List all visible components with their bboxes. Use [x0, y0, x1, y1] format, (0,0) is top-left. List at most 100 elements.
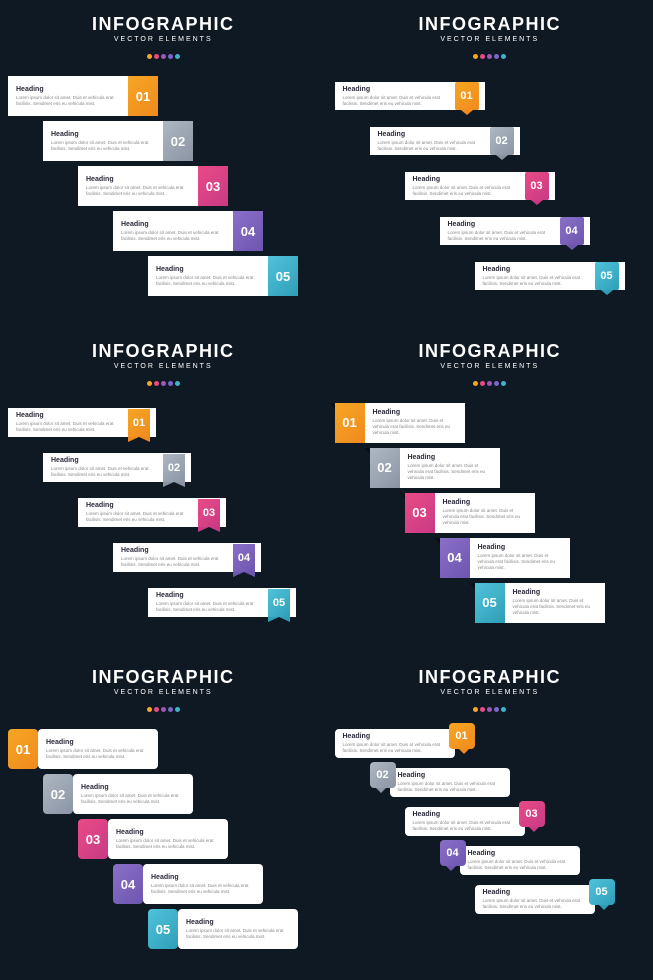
- card-heading: Heading: [513, 589, 597, 596]
- card-heading: Heading: [398, 772, 502, 779]
- dot: [487, 381, 492, 386]
- card-body: Lorem ipsum dolor sit amet. Duis et vehi…: [443, 508, 527, 526]
- card-heading: Heading: [156, 266, 260, 273]
- step: HeadingLorem ipsum dolor sit amet. Duis …: [78, 493, 319, 533]
- step-card: Heading Lorem ipsum dolor sit amet. Duis …: [505, 583, 605, 623]
- step-card: HeadingLorem ipsum dolor sit amet. Duis …: [43, 453, 163, 482]
- card-body: Lorem ipsum dolor sit amet. Duis et vehi…: [468, 859, 572, 871]
- card-body: Lorem ipsum dolor sit amet. Duis et vehi…: [116, 838, 220, 850]
- step-number: 03: [519, 801, 545, 827]
- card-body: Lorem ipsum dolor sit amet. Duis et vehi…: [156, 275, 260, 287]
- step-number: 01: [128, 76, 158, 116]
- title: INFOGRAPHIC: [335, 667, 646, 688]
- dot: [147, 381, 152, 386]
- step-card: HeadingLorem ipsum dolor sit amet. Duis …: [405, 807, 525, 836]
- card-heading: Heading: [186, 919, 290, 926]
- step: Heading Lorem ipsum dolor sit amet. Duis …: [8, 403, 319, 443]
- dot: [161, 54, 166, 59]
- card-body: Lorem ipsum dolor sit amet. Duis et vehi…: [121, 230, 225, 242]
- step-card: HeadingLorem ipsum dolor sit amet. Duis …: [470, 538, 570, 578]
- card-heading: Heading: [468, 850, 572, 857]
- step-card: HeadingLorem ipsum dolor sit amet. Duis …: [78, 498, 198, 527]
- step-number: 04: [233, 211, 263, 251]
- step: Heading Lorem ipsum dolor sit amet. Duis …: [370, 121, 646, 161]
- step-number: 04: [440, 538, 470, 578]
- card-heading: Heading: [86, 176, 190, 183]
- card-heading: Heading: [413, 811, 517, 818]
- dot: [161, 707, 166, 712]
- card-heading: Heading: [46, 739, 150, 746]
- step: 04HeadingLorem ipsum dolor sit amet. Dui…: [440, 846, 646, 880]
- card-heading: Heading: [343, 733, 447, 740]
- card-body: Lorem ipsum dolor sit amet. Duis et vehi…: [378, 140, 482, 152]
- step-number: 01: [449, 723, 475, 749]
- step-card: Heading Lorem ipsum dolor sit amet. Duis …: [78, 166, 198, 206]
- step-card: HeadingLorem ipsum dolor sit amet. Duis …: [365, 403, 465, 443]
- step-number: 05: [148, 909, 178, 949]
- step: 03HeadingLorem ipsum dolor sit amet. Dui…: [78, 819, 319, 859]
- dot: [480, 381, 485, 386]
- dot: [501, 381, 506, 386]
- step-number: 04: [440, 840, 466, 866]
- dots: [335, 46, 646, 64]
- step-number: 05: [475, 583, 505, 623]
- dot: [501, 54, 506, 59]
- card-body: Lorem ipsum dolor sit amet. Duis et vehi…: [398, 781, 502, 793]
- card-body: Lorem ipsum dolor sit amet. Duis et vehi…: [413, 185, 517, 197]
- step: Heading Lorem ipsum dolor sit amet. Duis …: [475, 256, 646, 296]
- card-body: Lorem ipsum dolor sit amet. Duis et vehi…: [513, 598, 597, 616]
- step: 04HeadingLorem ipsum dolor sit amet. Dui…: [440, 538, 646, 578]
- step: HeadingLorem ipsum dolor sit amet. Duis …: [43, 121, 319, 161]
- step-number: 03: [198, 166, 228, 206]
- step: HeadingLorem ipsum dolor sit amet. Duis …: [440, 211, 646, 251]
- step: 02HeadingLorem ipsum dolor sit amet. Dui…: [370, 448, 646, 488]
- card-heading: Heading: [413, 176, 517, 183]
- card-body: Lorem ipsum dolor sit amet. Duis et vehi…: [483, 898, 587, 910]
- panel-header: INFOGRAPHICVECTOR ELEMENTS: [335, 14, 646, 64]
- dot: [473, 707, 478, 712]
- card-body: Lorem ipsum dolor sit amet. Duis et vehi…: [408, 463, 492, 481]
- dots: [8, 46, 319, 64]
- card-body: Lorem ipsum dolor sit amet. Duis et vehi…: [46, 748, 150, 760]
- steps: Heading Lorem ipsum dolor sit amet. Duis …: [335, 76, 646, 296]
- step-number: 03: [78, 819, 108, 859]
- step-number: 04: [233, 544, 255, 572]
- dot: [487, 54, 492, 59]
- step-card: HeadingLorem ipsum dolor sit amet. Duis …: [440, 217, 560, 246]
- infographic-panel: INFOGRAPHICVECTOR ELEMENTS Heading Lorem i…: [327, 0, 653, 327]
- card-heading: Heading: [483, 266, 587, 273]
- card-body: Lorem ipsum dolor sit amet. Duis et vehi…: [16, 421, 120, 433]
- steps: 01HeadingLorem ipsum dolor sit amet. Dui…: [8, 729, 319, 949]
- card-body: Lorem ipsum dolor sit amet. Duis et vehi…: [86, 185, 190, 197]
- card-body: Lorem ipsum dolor sit amet. Duis et vehi…: [483, 275, 587, 287]
- dots: [8, 373, 319, 391]
- step-number: 03: [525, 172, 549, 200]
- card-heading: Heading: [16, 412, 120, 419]
- card-body: Lorem ipsum dolor sit amet. Duis et vehi…: [478, 553, 562, 571]
- card-heading: Heading: [443, 499, 527, 506]
- subtitle: VECTOR ELEMENTS: [335, 36, 646, 43]
- step-card: Heading Lorem ipsum dolor sit amet. Duis …: [38, 729, 158, 769]
- card-body: Lorem ipsum dolor sit amet. Duis et vehi…: [151, 883, 255, 895]
- step: HeadingLorem ipsum dolor sit amet. Duis …: [405, 807, 646, 841]
- panel-header: INFOGRAPHICVECTOR ELEMENTS: [8, 14, 319, 64]
- card-body: Lorem ipsum dolor sit amet. Duis et vehi…: [156, 601, 260, 613]
- step-card: HeadingLorem ipsum dolor sit amet. Duis …: [73, 774, 193, 814]
- card-heading: Heading: [151, 874, 255, 881]
- card-heading: Heading: [81, 784, 185, 791]
- dots: [335, 699, 646, 717]
- title: INFOGRAPHIC: [335, 341, 646, 362]
- card-heading: Heading: [483, 889, 587, 896]
- step-card: Heading Lorem ipsum dolor sit amet. Duis …: [475, 885, 595, 914]
- title: INFOGRAPHIC: [335, 14, 646, 35]
- step-card: Heading Lorem ipsum dolor sit amet. Duis …: [405, 172, 525, 201]
- card-heading: Heading: [378, 131, 482, 138]
- step: 01HeadingLorem ipsum dolor sit amet. Dui…: [8, 729, 319, 769]
- step-card: Heading Lorem ipsum dolor sit amet. Duis …: [475, 262, 595, 291]
- step: 05HeadingLorem ipsum dolor sit amet. Dui…: [148, 909, 319, 949]
- dot: [487, 707, 492, 712]
- step-number: 05: [268, 589, 290, 617]
- panel-header: INFOGRAPHICVECTOR ELEMENTS: [335, 667, 646, 717]
- dot: [161, 381, 166, 386]
- step-number: 02: [370, 762, 396, 788]
